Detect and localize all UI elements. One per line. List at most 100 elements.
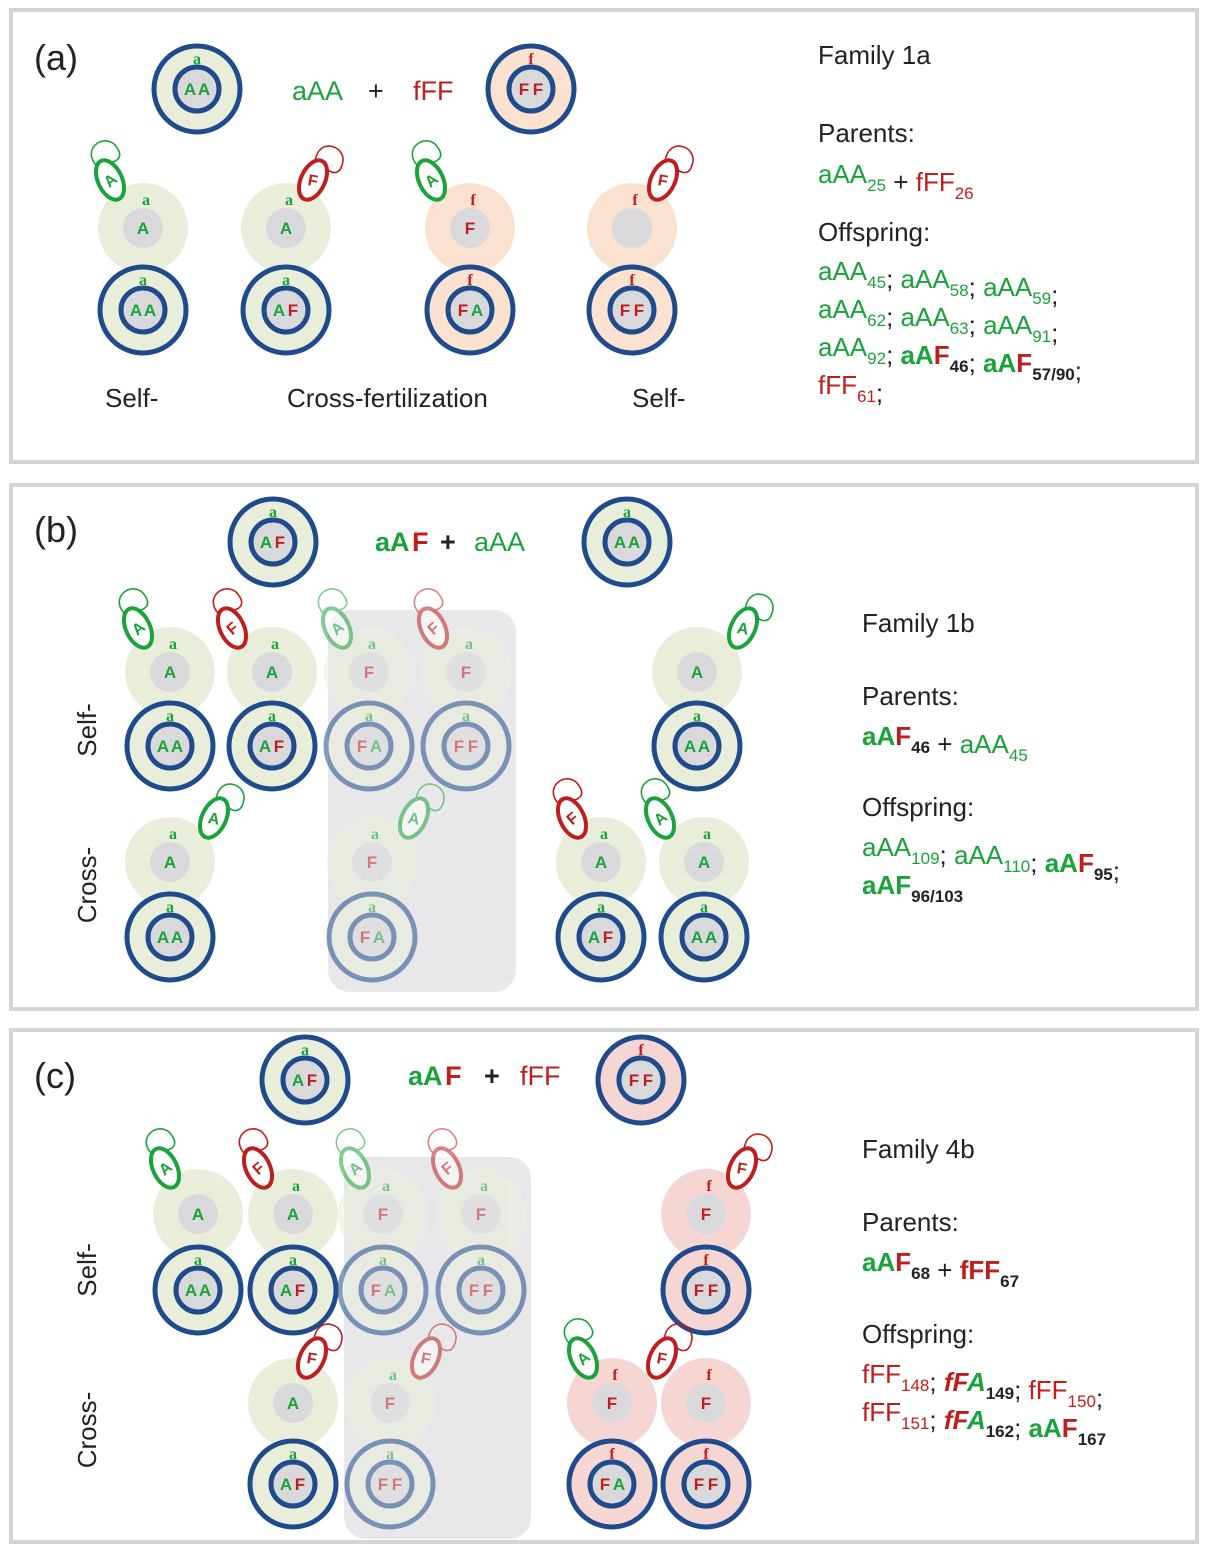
- allele-label: A: [280, 1475, 292, 1494]
- pollen-body: [643, 796, 677, 840]
- nucleus-label: A: [691, 663, 703, 682]
- allele-label: A: [691, 928, 703, 947]
- pollen-grain: F: [725, 1133, 773, 1190]
- pollen-tube: [215, 783, 245, 812]
- genotype-subscript: 25: [867, 176, 886, 195]
- genotype-text: ;: [969, 348, 983, 378]
- pollen-grain: F: [552, 778, 589, 840]
- inner-nucleus: [679, 912, 729, 962]
- allele-label: A: [198, 80, 210, 99]
- ploidy-label: a: [292, 1178, 300, 1195]
- parent-cell: fF F: [485, 43, 577, 135]
- genotype-subscript: 45: [867, 273, 886, 292]
- nucleus-label: F: [701, 1394, 711, 1413]
- genotype-text: ;: [886, 302, 900, 332]
- allele-label: F: [458, 301, 468, 320]
- genotype-text: fFF: [916, 167, 955, 197]
- offspring-c-list: fFF148; fFA149; fFF150;fFF151; fFA162; a…: [862, 1359, 1106, 1449]
- pollen-grain: F: [296, 145, 344, 202]
- genotype-text: aA: [1029, 1413, 1062, 1443]
- ploidy-label: a: [480, 1178, 488, 1195]
- inner-nucleus: [118, 285, 168, 335]
- inner-nucleus: [280, 1055, 330, 1105]
- parent-cell: aA A: [581, 496, 673, 588]
- genotype-text: fFF: [862, 1359, 901, 1389]
- inner-nucleus: [445, 285, 495, 335]
- pollen-allele: A: [207, 810, 222, 829]
- panel-c-frame: [9, 1028, 1199, 1544]
- ploidy-label: a: [462, 708, 470, 725]
- row-label-self-c: Self-: [72, 1243, 102, 1296]
- parent-cell: aA F: [259, 1034, 351, 1126]
- pollen-grain: F: [645, 1323, 693, 1380]
- pollen-allele: F: [735, 1160, 748, 1178]
- inner-nucleus: [576, 912, 626, 962]
- pollen-tube: [212, 588, 243, 615]
- inner-nucleus: [602, 517, 652, 567]
- inner-nucleus: [247, 721, 297, 771]
- row-label-cross-c: Cross-: [72, 1392, 102, 1469]
- genotype-text: F: [1062, 1413, 1078, 1443]
- parent-cell: aA F: [240, 264, 332, 356]
- ploidy-label: a: [289, 1252, 297, 1269]
- allele-label: A: [684, 737, 696, 756]
- genotype-text: aAA: [983, 272, 1033, 302]
- genotype-text: F: [895, 870, 911, 900]
- ploidy-label: a: [389, 1367, 397, 1384]
- allele-label: F: [288, 301, 298, 320]
- genotype-subscript: 91: [1032, 327, 1051, 346]
- pollen-grain: A: [197, 783, 245, 840]
- parents-c-label: Parents:: [862, 1207, 959, 1237]
- panel-a-frame: [9, 8, 1199, 464]
- gamete-cell: aA: [659, 817, 749, 907]
- ploidy-label: a: [271, 636, 279, 653]
- genotype-subscript: 63: [950, 319, 969, 338]
- parent-cell: aF A: [326, 891, 418, 983]
- gamete-nucleus: [370, 1383, 410, 1423]
- ploidy-label: a: [166, 899, 174, 916]
- ploidy-label: a: [268, 708, 276, 725]
- allele-label: A: [171, 928, 183, 947]
- ploidy-label: a: [365, 708, 373, 725]
- ploidy-label: a: [289, 1446, 297, 1463]
- pollen-grain: F: [413, 588, 450, 650]
- inner-nucleus: [145, 721, 195, 771]
- ploidy-label: a: [382, 1178, 390, 1195]
- nucleus-label: F: [607, 1394, 617, 1413]
- genotype-text: aAA: [960, 729, 1010, 759]
- pollen-body: [725, 1146, 759, 1190]
- allele-label: F: [307, 1071, 317, 1090]
- parent-cell: aA A: [124, 891, 216, 983]
- offspring-line: aAA45; aAA58; aAA59;: [818, 256, 1058, 310]
- ploidy-label: a: [194, 1252, 202, 1269]
- allele-label: A: [613, 1475, 625, 1494]
- cross-c-left-a: aA: [408, 1061, 443, 1091]
- pollen-body: [555, 796, 589, 840]
- inner-nucleus: [587, 1459, 637, 1509]
- genotype-subscript: 59: [1032, 289, 1051, 308]
- gamete-cell: A: [153, 1169, 243, 1259]
- gamete-nucleus: [363, 1194, 403, 1234]
- gamete-cell: aF: [327, 817, 417, 907]
- nucleus-label: F: [476, 1205, 486, 1224]
- ploidy-label: a: [285, 192, 293, 209]
- nucleus-label: A: [287, 1205, 299, 1224]
- allele-label: F: [295, 1281, 305, 1300]
- gamete-nucleus: [612, 208, 652, 248]
- pollen-body: [197, 796, 231, 840]
- ploidy-label: a: [465, 636, 473, 653]
- allele-label: F: [392, 1475, 402, 1494]
- allele-label: A: [185, 1281, 197, 1300]
- genotype-text: ;: [929, 1405, 943, 1435]
- inner-nucleus: [456, 1265, 506, 1315]
- allele-label: A: [171, 737, 183, 756]
- pollen-grain: A: [145, 1128, 182, 1190]
- gamete-nucleus: [266, 208, 306, 248]
- allele-label: F: [469, 1281, 479, 1300]
- pollen-tube: [744, 593, 774, 622]
- offspring-line: aAA92; aAF46; aAF57/90;: [818, 332, 1082, 386]
- genotype-text: aA: [862, 1247, 895, 1277]
- gamete-nucleus: [273, 1194, 313, 1234]
- gamete-nucleus: [686, 1383, 726, 1423]
- genotype-subscript: 62: [867, 311, 886, 330]
